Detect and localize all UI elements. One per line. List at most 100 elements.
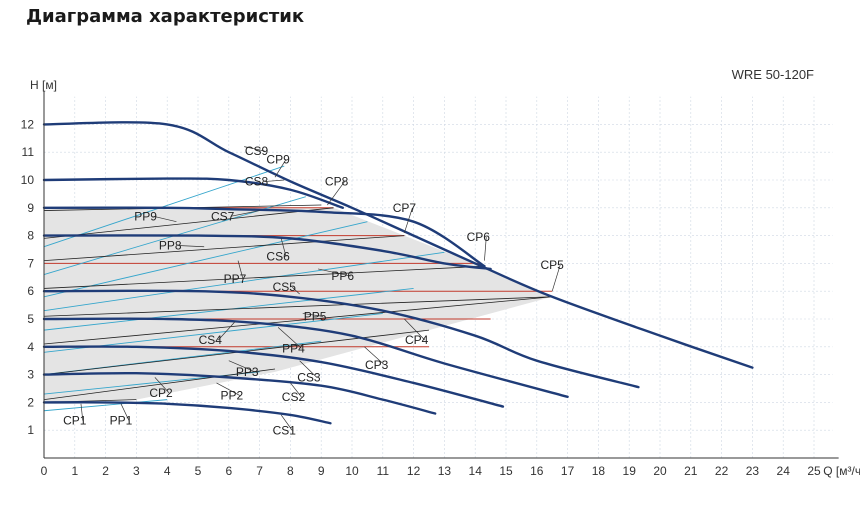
label-cp3: CP3 bbox=[365, 358, 389, 372]
x-tick-label: 20 bbox=[653, 464, 667, 478]
leader-cp3 bbox=[364, 346, 385, 366]
leader-pp5 bbox=[302, 313, 324, 317]
y-tick-label: 11 bbox=[22, 145, 35, 159]
curve-cs3 bbox=[42, 345, 505, 408]
x-tick-label: 21 bbox=[684, 464, 698, 478]
label-pp8: PP8 bbox=[159, 239, 182, 253]
label-pp5: PP5 bbox=[304, 309, 327, 323]
label-cp6: CP6 bbox=[467, 230, 491, 244]
label-pp2: PP2 bbox=[221, 389, 244, 403]
leader-pp9 bbox=[153, 215, 177, 223]
y-tick-label: 2 bbox=[27, 395, 34, 409]
leader-cp8 bbox=[327, 181, 345, 206]
x-tick-label: 10 bbox=[345, 464, 359, 478]
leader-cs7 bbox=[230, 210, 260, 217]
x-tick-label: 3 bbox=[133, 464, 140, 478]
label-cp1: CP1 bbox=[63, 414, 87, 428]
x-tick-label: 5 bbox=[195, 464, 202, 478]
x-tick-label: 1 bbox=[71, 464, 78, 478]
leader-cp1 bbox=[80, 403, 84, 421]
x-tick-label: 23 bbox=[746, 464, 760, 478]
shaded-region bbox=[44, 207, 553, 403]
x-tick-label: 22 bbox=[715, 464, 729, 478]
label-pp4: PP4 bbox=[282, 341, 305, 355]
leader-pp8 bbox=[178, 245, 205, 248]
curve-cs4 bbox=[42, 317, 569, 399]
x-tick-label: 15 bbox=[499, 464, 513, 478]
curve-cs8 bbox=[42, 177, 344, 209]
y-tick-label: 5 bbox=[27, 312, 34, 326]
curve-cs2 bbox=[42, 371, 437, 415]
leader-cp7 bbox=[404, 207, 413, 233]
leader-cp4 bbox=[404, 318, 425, 341]
label-pp6: PP6 bbox=[331, 269, 354, 283]
label-pp7: PP7 bbox=[224, 272, 247, 286]
label-cp8: CP8 bbox=[325, 175, 349, 189]
label-cs8: CS8 bbox=[245, 175, 269, 189]
leader-cs6 bbox=[280, 238, 287, 257]
y-tick-label: 7 bbox=[27, 256, 34, 270]
x-tick-label: 11 bbox=[377, 464, 390, 478]
label-cs5: CS5 bbox=[273, 280, 297, 294]
label-cp2: CP2 bbox=[149, 386, 173, 400]
y-tick-label: 6 bbox=[27, 284, 34, 298]
leader-cs5 bbox=[292, 286, 300, 295]
line-cp5 bbox=[43, 296, 553, 317]
label-pp9: PP9 bbox=[134, 209, 157, 223]
x-axis-label: Q [м³/ч] bbox=[823, 464, 860, 478]
x-tick-label: 24 bbox=[777, 464, 791, 478]
leader-pp3 bbox=[228, 360, 256, 373]
cs-curves bbox=[42, 121, 754, 425]
x-tick-label: 13 bbox=[438, 464, 452, 478]
leader-pp1 bbox=[120, 403, 130, 421]
axes bbox=[43, 91, 839, 459]
y-tick-label: 3 bbox=[27, 368, 34, 382]
line-cp8 bbox=[43, 207, 334, 239]
x-tick-label: 0 bbox=[41, 464, 48, 478]
x-tick-label: 17 bbox=[561, 464, 575, 478]
y-tick-label: 10 bbox=[21, 173, 35, 187]
leader-cp6 bbox=[484, 237, 487, 261]
label-cs4: CS4 bbox=[199, 333, 223, 347]
line-pp1 bbox=[43, 399, 168, 412]
x-tick-label: 18 bbox=[592, 464, 606, 478]
y-axis-label: H [м] bbox=[30, 78, 57, 92]
label-pp1: PP1 bbox=[110, 414, 133, 428]
curve-cs9 bbox=[42, 121, 754, 369]
label-cp9: CP9 bbox=[266, 152, 290, 166]
line-cp6 bbox=[43, 265, 485, 289]
leader-pp4 bbox=[277, 327, 302, 349]
x-tick-label: 9 bbox=[318, 464, 325, 478]
y-tick-label: 4 bbox=[27, 340, 34, 354]
leader-cp9 bbox=[274, 159, 287, 178]
line-pp6 bbox=[43, 251, 445, 312]
operating-area bbox=[44, 207, 553, 403]
x-tick-label: 16 bbox=[530, 464, 544, 478]
leader-cs8 bbox=[264, 179, 285, 182]
page-title: Диаграмма характеристик bbox=[26, 6, 305, 27]
y-tick-label: 12 bbox=[21, 117, 35, 131]
x-tick-label: 12 bbox=[407, 464, 421, 478]
leader-pp7 bbox=[237, 260, 244, 279]
leader-cs1 bbox=[280, 414, 293, 431]
y-tick-label: 8 bbox=[27, 229, 34, 243]
label-pp3: PP3 bbox=[236, 365, 259, 379]
curve-cs5 bbox=[42, 289, 640, 389]
label-cs1: CS1 bbox=[273, 423, 297, 437]
leader-cs3 bbox=[299, 360, 318, 378]
label-cp7: CP7 bbox=[393, 201, 417, 215]
line-cp7 bbox=[43, 235, 405, 262]
label-cp5: CP5 bbox=[541, 258, 565, 272]
y-tick-label: 9 bbox=[27, 201, 34, 215]
leader-cs2 bbox=[290, 382, 302, 398]
line-cp2 bbox=[43, 368, 276, 401]
label-cs6: CS6 bbox=[266, 250, 290, 264]
leader-pp6 bbox=[318, 268, 351, 277]
x-tick-label: 19 bbox=[623, 464, 637, 478]
leader-cp5 bbox=[551, 264, 561, 292]
curve-cs1 bbox=[42, 401, 332, 425]
label-cs2: CS2 bbox=[282, 390, 306, 404]
curve-cs6 bbox=[42, 234, 492, 271]
